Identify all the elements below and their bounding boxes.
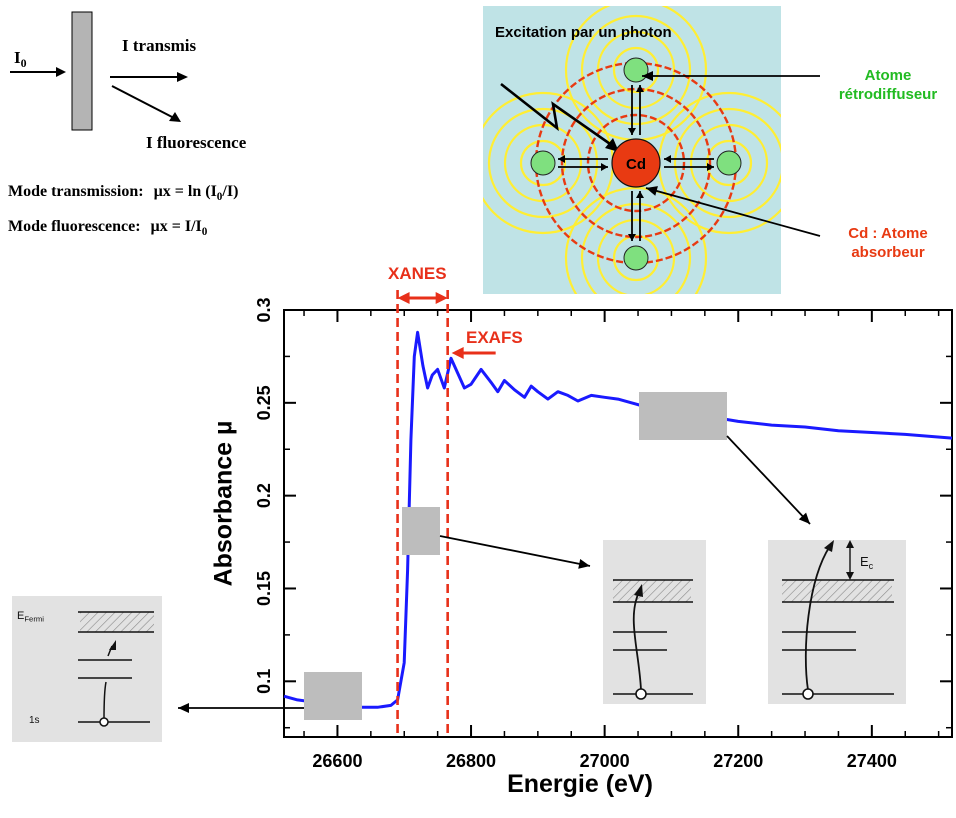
transmission-schematic: I0 I transmis I fluorescence <box>0 0 320 160</box>
x-tick-label: 27400 <box>847 751 897 771</box>
pointer-to-exafs-inset <box>726 435 811 525</box>
y-tick-label: 0.2 <box>254 483 274 508</box>
inset-fermi-level: EFermi 1s <box>12 596 162 742</box>
backscatter-label: Atome rétrodiffuseur <box>838 67 938 103</box>
outgoing-wave <box>586 113 686 213</box>
y-axis-label: Absorbance µ <box>209 420 238 587</box>
incident-label: I0 <box>14 48 27 71</box>
photon-path <box>500 82 614 148</box>
occupied-band <box>80 612 154 632</box>
scattered-wave <box>487 107 599 219</box>
xanes-label: XANES <box>388 264 447 283</box>
fermi-label: EFermi <box>17 610 44 624</box>
xanes-arrowhead-right <box>435 292 448 304</box>
fluorescence-mode-label: Mode fluorescence: <box>8 218 141 235</box>
y-tick-label: 0.15 <box>254 571 274 606</box>
excitation-title: Excitation par un photon <box>495 24 672 41</box>
backscatter-atom <box>530 150 556 176</box>
arrowhead <box>601 163 608 171</box>
fluorescence-equation: µx = I/I0 <box>150 218 208 238</box>
x-tick-label: 26600 <box>312 751 362 771</box>
inset-fermi-drawing <box>78 611 154 727</box>
core-level-label: 1s <box>29 715 40 726</box>
arrowhead <box>636 85 644 92</box>
backscatter-atom <box>716 150 742 176</box>
inset-exafs-drawing <box>782 540 894 700</box>
backscatter-atom <box>623 245 649 271</box>
arrowhead <box>636 191 644 198</box>
ec-label: Ec <box>860 554 874 572</box>
pointer-to-absorber-atom-head <box>646 186 658 196</box>
edge-highlight <box>402 507 440 555</box>
xanes-arrowhead-left <box>397 292 410 304</box>
absorber-label: Cd : Atome absorbeur <box>848 225 928 261</box>
transition-path <box>103 681 107 721</box>
x-tick-label: 27200 <box>713 751 763 771</box>
center-atom-label: Cd <box>626 156 646 173</box>
core-hole <box>99 717 109 727</box>
pre-edge-highlight <box>304 672 362 720</box>
scattered-wave <box>673 107 781 219</box>
arrowhead <box>628 128 636 135</box>
scattered-wave <box>596 218 676 294</box>
transmission-equation: µx = ln (I0/I) <box>153 183 239 203</box>
inset-xanes-transition <box>603 540 706 704</box>
y-tick-label: 0.3 <box>254 297 274 322</box>
scattered-wave <box>689 123 769 203</box>
excitation-panel: Excitation par un photon Cd <box>483 6 781 294</box>
x-tick-label: 27000 <box>580 751 630 771</box>
fluorescence-arrow <box>111 85 175 119</box>
sample-slab <box>71 11 93 131</box>
exafs-arrowhead <box>451 347 464 359</box>
formula-transmission: Mode transmission: µx = ln (I0/I) <box>8 183 239 203</box>
schematic-drawing <box>10 11 188 131</box>
formula-fluorescence: Mode fluorescence: µx = I/I0 <box>8 218 208 238</box>
inset-xanes-drawing <box>613 579 693 700</box>
arrowhead <box>628 234 636 241</box>
exafs-label: EXAFS <box>466 328 523 347</box>
fluorescence-label: I fluorescence <box>146 133 247 152</box>
arrowhead <box>707 163 714 171</box>
excitation-drawing <box>483 6 781 294</box>
scattered-wave <box>580 202 692 294</box>
pointer-to-exafs-inset-head <box>798 512 810 524</box>
x-axis-label: Energie (eV) <box>507 770 653 798</box>
absorber-atom <box>611 138 661 188</box>
y-tick-label: 0.25 <box>254 385 274 420</box>
transmitted-label: I transmis <box>122 36 197 55</box>
pointer-to-backscatter-atom-head <box>642 71 653 81</box>
scattered-wave <box>580 14 692 126</box>
scattered-wave <box>564 186 708 294</box>
exafs-highlight <box>639 392 727 440</box>
x-tick-label: 26800 <box>446 751 496 771</box>
transmission-mode-label: Mode transmission: <box>8 183 144 200</box>
pointer-to-fermi-inset-head <box>178 703 189 713</box>
outgoing-wave <box>560 87 712 239</box>
pointer-to-absorber-atom <box>645 187 821 237</box>
inset-exafs-transition: Ec <box>768 540 906 704</box>
pointer-to-xanes-inset-head <box>578 558 590 569</box>
arrowhead <box>558 155 565 163</box>
photon-arrowhead <box>605 138 619 152</box>
y-tick-label: 0.1 <box>254 669 274 694</box>
arrowhead <box>664 155 671 163</box>
pointer-to-xanes-inset <box>439 535 591 567</box>
